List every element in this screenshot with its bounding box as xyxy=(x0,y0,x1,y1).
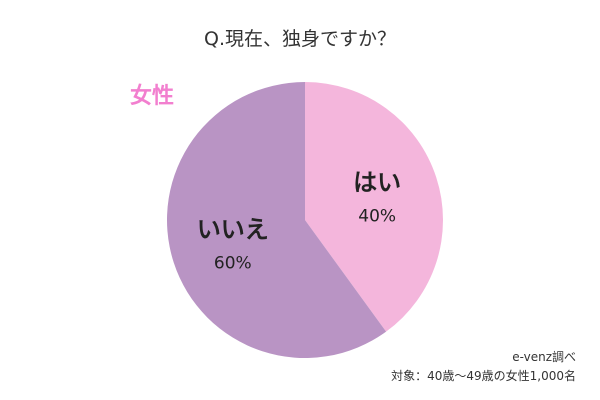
pie-slice-1 xyxy=(166,82,387,359)
group-label: 女性 xyxy=(130,84,175,109)
slice-value-1: 60% xyxy=(214,253,252,273)
source-line-1: e-venz調べ xyxy=(512,350,576,364)
slice-label-1: いいえ xyxy=(197,215,269,243)
slice-value-0: 40% xyxy=(358,207,396,227)
source-note: e-venz調べ 対象：40歳〜49歳の女性1,000名 xyxy=(391,348,576,386)
source-line-2: 対象：40歳〜49歳の女性1,000名 xyxy=(391,369,576,383)
pie-slice-0 xyxy=(305,82,443,332)
chart-title: Q.現在、独身ですか？ xyxy=(204,28,396,50)
slice-label-0: はい xyxy=(353,169,401,197)
